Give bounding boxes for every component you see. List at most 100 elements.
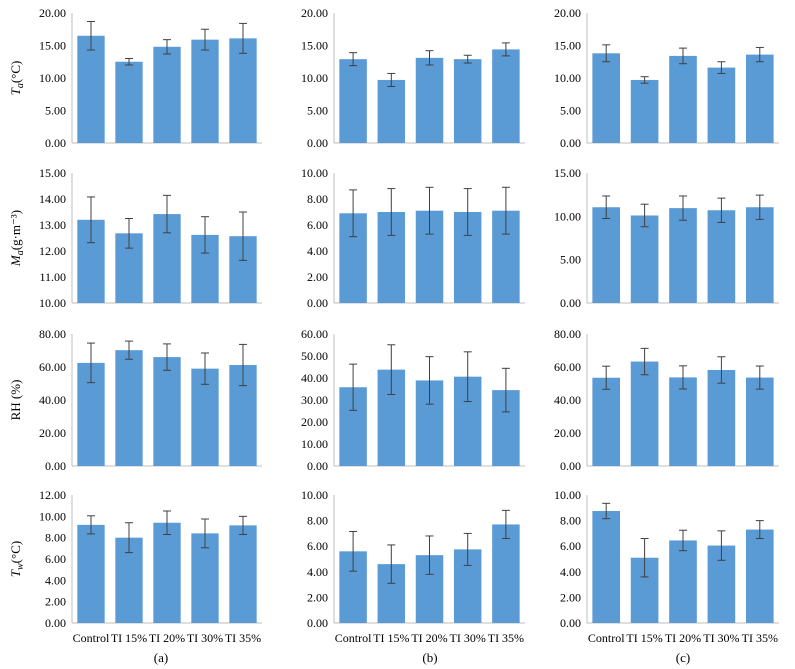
error-bar-b3-4 bbox=[501, 367, 510, 413]
bar-c3-3 bbox=[707, 369, 736, 466]
y-tick-label-b2-5: 10.00 bbox=[301, 166, 328, 180]
error-bar-c1-4 bbox=[755, 46, 764, 63]
y-axis-label-a2: Ma(g·m⁻³) bbox=[8, 210, 26, 267]
error-bar-b4-1 bbox=[387, 544, 396, 584]
y-tick-label-a4-6: 12.00 bbox=[39, 488, 66, 502]
bar-a3-1 bbox=[115, 350, 143, 466]
bar-c2-0 bbox=[592, 207, 621, 303]
error-bar-a2-1 bbox=[125, 218, 133, 249]
panel-label-a: (a) bbox=[154, 650, 168, 665]
chart-panel-a2: 10.00 11.00 12.00 13.00 14.00 15.00 Ma(g·m⁻³) bbox=[8, 166, 262, 310]
y-tick-label-a2-4: 14.00 bbox=[39, 192, 66, 206]
error-bar-a4-1 bbox=[125, 522, 133, 554]
y-tick-label-b1-3: 15.00 bbox=[301, 39, 328, 53]
error-bar-b2-0 bbox=[349, 189, 358, 238]
y-tick-label-c1-1: 5.00 bbox=[560, 104, 581, 118]
y-tick-label-a3-3: 60.00 bbox=[39, 360, 66, 374]
y-tick-label-c4-1: 2.00 bbox=[560, 590, 581, 604]
error-bar-a4-2 bbox=[163, 510, 171, 535]
y-tick-label-b4-2: 4.00 bbox=[307, 565, 328, 579]
bar-a3-3 bbox=[191, 368, 219, 466]
y-tick-label-c3-2: 40.00 bbox=[554, 393, 581, 407]
error-bar-a3-3 bbox=[201, 352, 209, 385]
error-bar-a2-4 bbox=[239, 211, 247, 261]
bar-c1-3 bbox=[707, 67, 736, 143]
x-category-label-a4-4: TI 35% bbox=[225, 631, 261, 645]
y-tick-label-b2-4: 8.00 bbox=[307, 192, 328, 206]
bar-c1-1 bbox=[630, 79, 659, 143]
y-tick-label-a1-1: 5.00 bbox=[45, 104, 66, 118]
y-tick-label-a4-3: 6.00 bbox=[45, 552, 66, 566]
error-bar-c1-1 bbox=[640, 76, 649, 84]
y-tick-label-b3-4: 40.00 bbox=[301, 371, 328, 385]
y-tick-label-b4-3: 6.00 bbox=[307, 539, 328, 553]
chart-panel-b3: 0.00 10.00 20.00 30.00 40.00 50.00 60.00 bbox=[301, 327, 525, 473]
y-tick-label-c4-5: 10.00 bbox=[554, 488, 581, 502]
y-tick-label-b3-0: 0.00 bbox=[307, 459, 328, 473]
x-category-label-b4-0: Control bbox=[335, 631, 372, 645]
chart-panel-a3: 0.00 20.00 40.00 60.00 80.00 RH (%) bbox=[8, 327, 262, 473]
error-bar-a3-1 bbox=[125, 340, 133, 360]
chart-panel-b2: 0.00 2.00 4.00 6.00 8.00 10.00 bbox=[301, 166, 525, 310]
bar-c1-4 bbox=[745, 54, 774, 143]
error-bar-a4-4 bbox=[239, 515, 247, 535]
bar-a4-0 bbox=[77, 524, 105, 623]
error-bar-c4-0 bbox=[602, 502, 611, 520]
chart-panel-c2: 0.00 5.00 10.00 15.00 bbox=[554, 166, 779, 310]
error-bar-a1-1 bbox=[125, 58, 133, 66]
error-bar-c2-4 bbox=[755, 194, 764, 220]
bar-b1-4 bbox=[492, 49, 520, 143]
y-tick-label-c3-0: 0.00 bbox=[560, 459, 581, 473]
y-tick-label-b3-3: 30.00 bbox=[301, 393, 328, 407]
y-tick-label-b2-2: 4.00 bbox=[307, 244, 328, 258]
bar-b1-3 bbox=[453, 59, 482, 143]
y-axis-label-a4: Tw(°C) bbox=[8, 541, 26, 577]
bar-c3-2 bbox=[669, 377, 697, 466]
error-bar-a3-4 bbox=[239, 343, 247, 387]
error-bar-b4-2 bbox=[425, 535, 434, 575]
y-tick-label-b3-2: 20.00 bbox=[301, 415, 328, 429]
y-tick-label-b3-6: 60.00 bbox=[301, 327, 328, 341]
error-bar-b1-2 bbox=[425, 50, 434, 66]
bar-a3-2 bbox=[153, 357, 181, 466]
y-tick-label-a2-1: 11.00 bbox=[39, 270, 66, 284]
error-bar-a1-0 bbox=[87, 20, 95, 51]
y-tick-label-b3-1: 10.00 bbox=[301, 437, 328, 451]
y-tick-label-a3-4: 80.00 bbox=[39, 327, 66, 341]
error-bar-b1-4 bbox=[501, 42, 510, 57]
error-bar-a2-0 bbox=[87, 196, 95, 244]
y-tick-label-c3-3: 60.00 bbox=[554, 360, 581, 374]
bar-a1-2 bbox=[153, 46, 181, 143]
error-bar-b1-1 bbox=[387, 72, 396, 87]
x-category-label-a4-1: TI 15% bbox=[111, 631, 147, 645]
bar-c3-1 bbox=[630, 361, 659, 466]
error-bar-c3-3 bbox=[717, 356, 726, 384]
y-tick-label-c1-3: 15.00 bbox=[554, 39, 581, 53]
bar-c3-0 bbox=[592, 377, 621, 466]
error-bar-b1-3 bbox=[463, 54, 472, 64]
y-tick-label-b3-5: 50.00 bbox=[301, 349, 328, 363]
panel-label-b: (b) bbox=[422, 650, 437, 665]
error-bar-b4-0 bbox=[349, 530, 358, 572]
x-category-label-b4-2: TI 20% bbox=[411, 631, 447, 645]
error-bar-c3-1 bbox=[640, 347, 649, 376]
bar-a4-2 bbox=[153, 522, 181, 623]
y-tick-label-a2-0: 10.00 bbox=[39, 296, 66, 310]
y-tick-label-a3-1: 20.00 bbox=[39, 426, 66, 440]
bar-c4-0 bbox=[592, 511, 621, 623]
error-bar-c1-2 bbox=[679, 47, 687, 65]
x-category-label-c4-1: TI 15% bbox=[626, 631, 662, 645]
error-bar-c2-2 bbox=[679, 195, 687, 221]
x-category-label-c4-2: TI 20% bbox=[665, 631, 701, 645]
chart-panel-c1: 0.00 5.00 10.00 15.00 20.00 bbox=[554, 6, 779, 150]
error-bar-a1-2 bbox=[163, 39, 171, 55]
y-tick-label-c2-3: 15.00 bbox=[554, 166, 581, 180]
x-category-label-b4-1: TI 15% bbox=[373, 631, 409, 645]
x-category-label-b4-4: TI 35% bbox=[488, 631, 524, 645]
error-bar-b3-1 bbox=[387, 344, 396, 395]
error-bar-c1-0 bbox=[602, 44, 611, 63]
y-tick-label-a2-3: 13.00 bbox=[39, 218, 66, 232]
error-bar-a4-0 bbox=[87, 515, 95, 535]
y-tick-label-b4-4: 8.00 bbox=[307, 514, 328, 528]
